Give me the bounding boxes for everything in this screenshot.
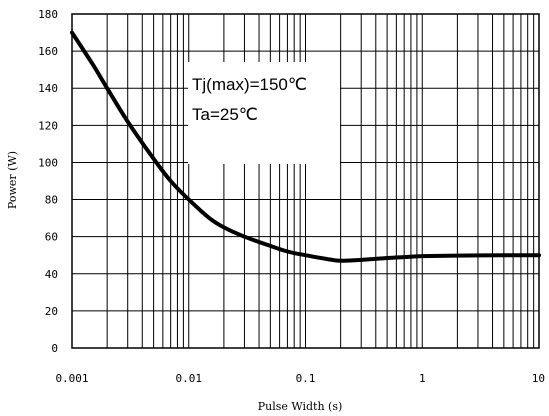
y-tick-label: 60	[45, 231, 58, 244]
annotation-box	[188, 62, 340, 164]
x-tick-label: 1	[419, 372, 426, 385]
y-tick-label: 180	[38, 8, 58, 21]
y-tick-label: 40	[45, 268, 58, 281]
y-tick-label: 120	[38, 119, 58, 132]
y-tick-label: 20	[45, 305, 58, 318]
y-tick-labels: 0 20 40 60 80 100 120 140 160 180	[38, 8, 58, 355]
y-tick-label: 0	[51, 342, 58, 355]
y-tick-label: 100	[38, 156, 58, 169]
annotation-tj: Tj(max)=150℃	[192, 75, 307, 94]
x-tick-label: 0.001	[55, 372, 88, 385]
x-tick-label: 10	[532, 372, 545, 385]
plot-frame	[71, 13, 540, 349]
x-tick-labels: 0.001 0.01 0.1 1 10	[55, 372, 545, 385]
y-tick-label: 80	[45, 194, 58, 207]
x-tick-label: 0.01	[176, 372, 203, 385]
x-tick-label: 0.1	[296, 372, 316, 385]
y-tick-label: 140	[38, 82, 58, 95]
series-line	[70, 30, 541, 263]
series-group	[70, 30, 541, 263]
x-axis-label: Pulse Width (s)	[258, 400, 343, 413]
y-tick-label: 160	[38, 45, 58, 58]
annotation-ta: Ta=25℃	[192, 105, 258, 124]
y-axis-label: Power (W)	[6, 151, 19, 209]
